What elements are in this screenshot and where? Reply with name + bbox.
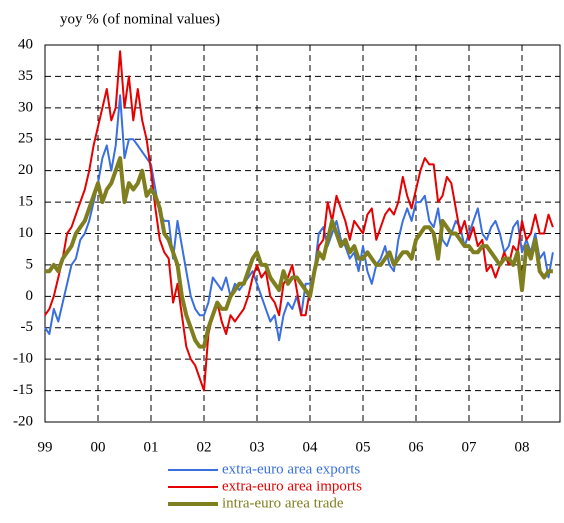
y-tick-label: -10 bbox=[13, 351, 33, 367]
y-tick-label: -5 bbox=[21, 319, 34, 335]
x-tick-label: 03 bbox=[250, 439, 265, 455]
y-tick-label: -15 bbox=[13, 382, 33, 398]
y-tick-label: -20 bbox=[13, 413, 33, 429]
x-tick-label: 05 bbox=[356, 439, 371, 455]
y-tick-label: 30 bbox=[18, 99, 33, 115]
legend-label: intra-euro area trade bbox=[222, 495, 344, 511]
y-tick-label: 35 bbox=[18, 68, 33, 84]
x-tick-label: 08 bbox=[515, 439, 530, 455]
x-tick-label: 99 bbox=[38, 439, 53, 455]
series-line bbox=[44, 50, 554, 392]
x-tick-label: 04 bbox=[303, 439, 319, 455]
x-tick-label: 01 bbox=[144, 439, 159, 455]
x-tick-label: 02 bbox=[197, 439, 212, 455]
legend-label: extra-euro area imports bbox=[222, 478, 362, 494]
x-tick-label: 06 bbox=[409, 439, 425, 455]
y-tick-label: 10 bbox=[18, 225, 33, 241]
y-tick-label: 5 bbox=[26, 256, 34, 272]
series-line bbox=[45, 156, 553, 349]
x-tick-label: 07 bbox=[462, 439, 478, 455]
y-tick-label: 25 bbox=[18, 131, 33, 147]
x-tick-label: 00 bbox=[91, 439, 106, 455]
chart-title: yoy % (of nominal values) bbox=[60, 11, 220, 27]
y-tick-label: 40 bbox=[18, 36, 33, 52]
y-tick-label: 15 bbox=[18, 194, 33, 210]
legend-label: extra-euro area exports bbox=[222, 461, 360, 477]
y-tick-label: 0 bbox=[26, 288, 34, 304]
y-tick-label: 20 bbox=[18, 162, 33, 178]
